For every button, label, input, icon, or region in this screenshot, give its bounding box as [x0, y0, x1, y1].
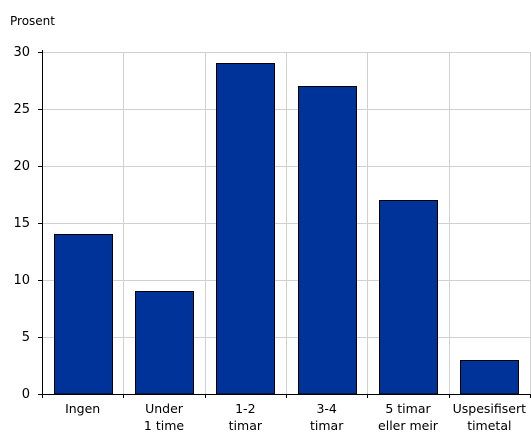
y-tick-label: 0 — [22, 387, 30, 402]
y-tick-label: 20 — [13, 159, 30, 174]
x-tick-label: timar — [229, 418, 263, 433]
x-tick-label: Ingen — [65, 401, 100, 416]
x-tick-label: Under — [145, 401, 184, 416]
bar — [135, 291, 194, 395]
y-tick-label: 15 — [13, 216, 30, 231]
x-tick-label: 1 time — [144, 418, 184, 433]
bar — [54, 234, 113, 395]
y-tick-label: 5 — [22, 330, 30, 345]
bar — [379, 200, 438, 395]
y-tick-label: 25 — [13, 102, 30, 117]
gridlines — [42, 52, 531, 394]
x-tick-label: 5 timar — [385, 401, 431, 416]
x-tick-label: timetal — [467, 418, 511, 433]
bar — [216, 63, 275, 395]
bar — [298, 86, 357, 395]
x-tick-label: Uspesifisert — [453, 401, 526, 416]
y-axis-title: Prosent — [10, 14, 55, 28]
bar — [460, 360, 519, 395]
axes — [38, 50, 531, 398]
x-tick-label: 3-4 — [316, 401, 336, 416]
bars — [54, 63, 519, 395]
x-tick-label: 1-2 — [235, 401, 255, 416]
x-tick-labels: Ingen Under 1 time 1-2 timar 3-4 timar 5 timar e… — [65, 401, 526, 433]
x-tick-label: eller meir — [378, 418, 439, 433]
y-tick-label: 30 — [13, 45, 30, 60]
y-tick-label: 10 — [13, 273, 30, 288]
x-tick-label: timar — [310, 418, 344, 433]
y-tick-labels: 0 5 10 15 20 25 30 — [13, 45, 30, 402]
